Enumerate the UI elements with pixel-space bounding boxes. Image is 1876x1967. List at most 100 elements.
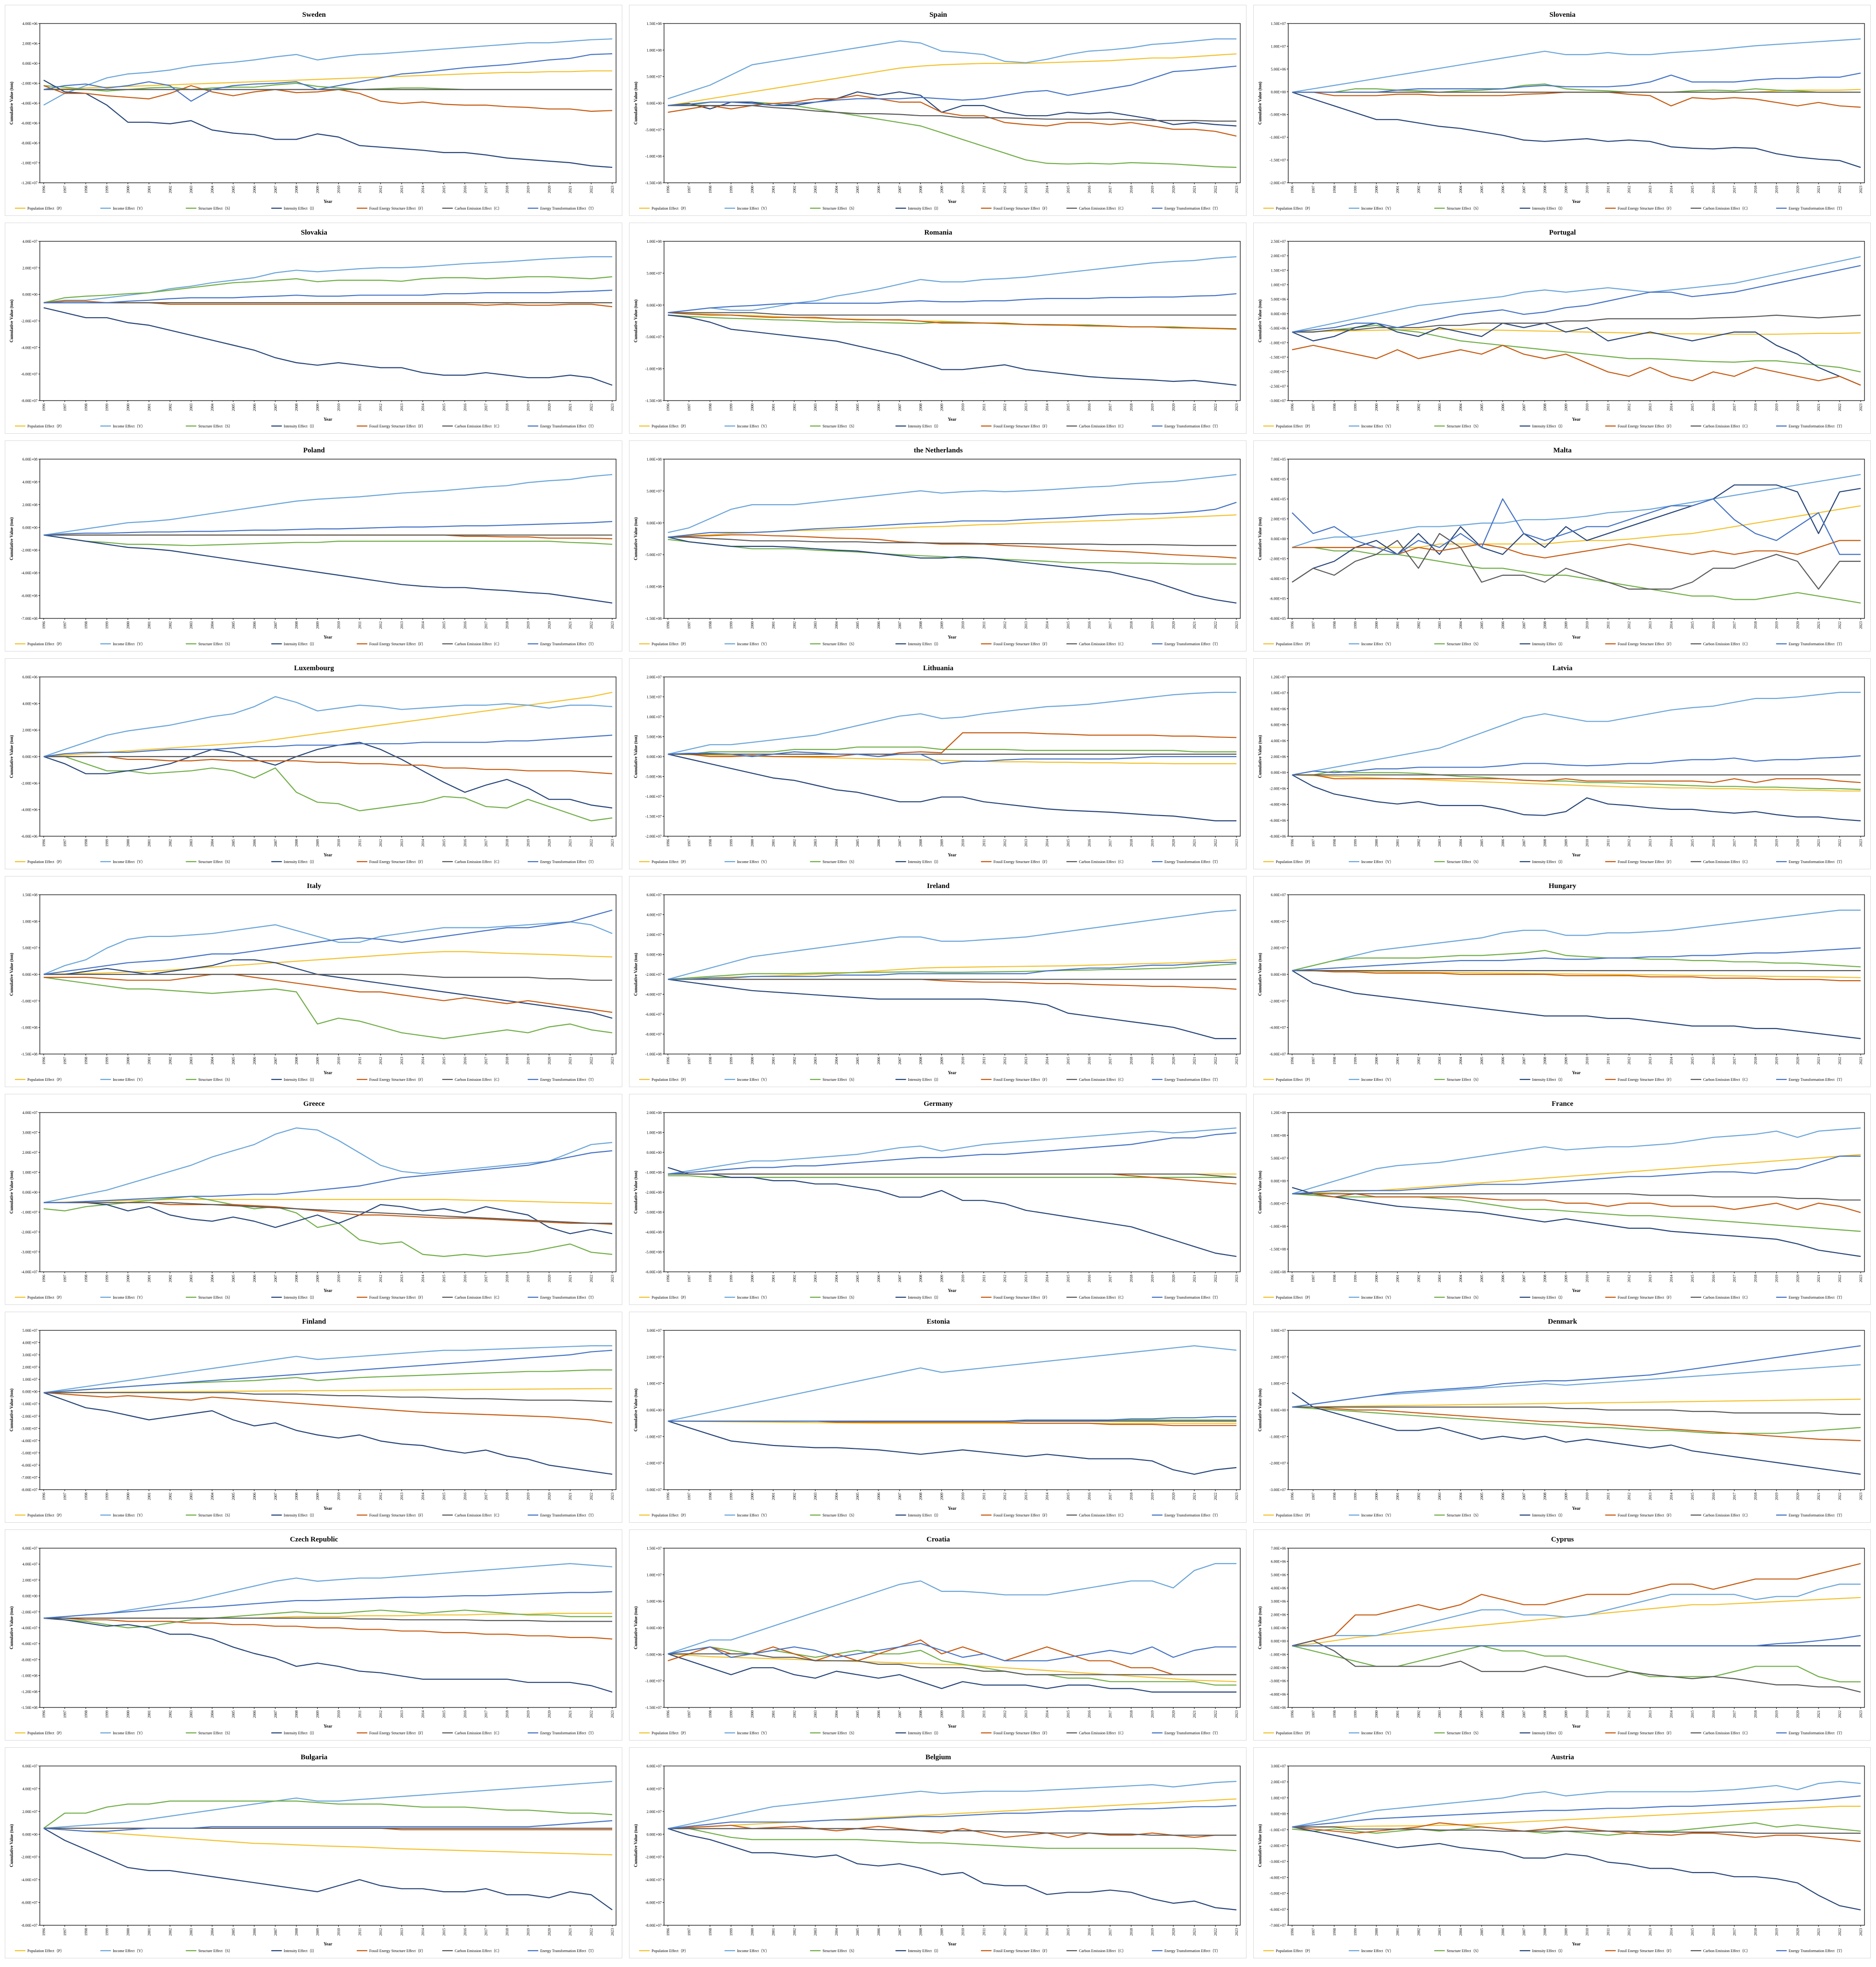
line-chart: Slovenia -2.00E+07 -1.50E+07 -1.00E+07 -5.00… [1258,11,1865,211]
x-tick-label: 2001 [147,1710,151,1718]
x-tick-label: 2019 [1150,839,1154,847]
x-tick-label: 2010 [961,1928,965,1936]
x-tick-label: 2004 [210,621,214,629]
x-axis-label: Year [324,417,332,422]
legend-label: Income Effect（Y） [113,642,145,646]
y-tick-label: 1.00E+07 [1271,1382,1286,1386]
series-line-y [1292,1583,1861,1647]
x-tick-label: 2021 [1192,403,1197,411]
x-tick-label: 2002 [168,186,172,193]
y-tick-label: -6.00E+07 [21,1901,37,1905]
y-axis-label: Cumulative Value (ton) [1258,735,1262,778]
series-line-y [1292,909,1861,972]
line-chart: Malta -8.00E+05 -6.00E+05 -4.00E+05 -2.00E+0… [1258,447,1865,646]
y-tick-label: -2.00E+07 [21,1610,37,1614]
y-tick-label: 0.00E+00 [23,755,37,759]
series-line-c [1292,1826,1861,1834]
x-tick-label: 2017 [484,403,488,411]
y-tick-label: 1.50E+07 [1271,268,1286,273]
x-tick-label: 2003 [189,1493,193,1500]
x-tick-label: 2010 [1585,839,1589,847]
x-tick-label: 2019 [1150,1928,1154,1936]
x-tick-label: 1999 [729,1057,734,1065]
legend-label: Structure Effect（S） [1447,1295,1481,1300]
x-tick-label: 2003 [813,839,818,847]
x-tick-label: 2003 [1437,1275,1442,1282]
y-tick-label: 1.50E+08 [647,22,662,26]
x-tick-label: 2014 [1045,1275,1049,1282]
series-line-t [667,1132,1237,1175]
x-tick-label: 2023 [1859,621,1863,629]
legend-label: Fossil Energy Structure Effect（F） [369,642,426,646]
x-tick-label: 1996 [42,1057,46,1065]
x-tick-label: 2004 [1459,1493,1463,1500]
legend-label: Intensity Effect（I） [284,1078,316,1082]
x-tick-label: 2022 [589,839,594,847]
x-tick-label: 2003 [813,186,818,193]
x-tick-label: 1999 [1354,621,1358,629]
x-tick-label: 2012 [1003,1057,1007,1065]
series-line-c [44,1617,612,1622]
y-tick-label: -6.00E+07 [21,372,37,377]
x-tick-label: 2016 [463,1493,467,1500]
x-tick-label: 2019 [1150,1057,1154,1065]
x-tick-label: 2009 [1564,1928,1568,1936]
legend-label: Energy Transformation Effect（T） [1164,642,1221,646]
y-tick-label: -2.00E+06 [21,781,37,785]
y-tick-label: 6.00E+07 [647,893,662,897]
x-tick-label: 2023 [1235,1275,1239,1282]
x-tick-label: 2013 [1024,1928,1028,1936]
legend-label: Intensity Effect（I） [908,1949,940,1953]
y-tick-label: -3.00E+07 [645,1488,662,1492]
x-tick-label: 2014 [1669,839,1674,847]
y-axis-label: Cumulative Value (ton) [1258,1824,1262,1867]
x-tick-label: 2001 [1395,1275,1400,1282]
legend-label: Energy Transformation Effect（T） [540,1078,596,1082]
x-tick-label: 2008 [1543,621,1547,629]
x-tick-label: 2003 [189,186,193,193]
x-tick-label: 2002 [1416,621,1421,629]
chart-title: Cyprus [1551,1536,1574,1543]
x-tick-label: 2013 [1024,621,1028,629]
x-tick-label: 1999 [1354,1493,1358,1500]
x-tick-label: 1996 [42,403,46,411]
series-line-s [43,1610,612,1629]
x-tick-label: 2001 [147,621,151,629]
x-tick-label: 2006 [1501,1057,1505,1065]
x-tick-label: 2014 [421,403,425,411]
x-tick-label: 2015 [1690,621,1695,629]
x-tick-label: 2019 [526,1710,530,1718]
x-tick-label: 2016 [1711,839,1716,847]
legend-label: Fossil Energy Structure Effect（F） [1618,860,1674,864]
y-tick-label: -8.00E+07 [21,1923,37,1928]
series-line-t [1292,1795,1861,1828]
x-tick-label: 2005 [231,1493,236,1500]
series-line-t [1292,755,1861,776]
y-tick-label: -1.50E+08 [21,1706,37,1710]
series-line-s [1292,1645,1861,1683]
chart-title: Slovakia [301,229,328,237]
legend-label: Energy Transformation Effect（T） [1789,1949,1845,1953]
x-tick-label: 2020 [547,1493,551,1500]
chart-panel-malta: Malta -8.00E+05 -6.00E+05 -4.00E+05 -2.00E+0… [1253,440,1871,652]
y-tick-label: -2.00E+07 [21,1855,37,1860]
legend-label: Income Effect（Y） [1361,642,1393,646]
x-tick-label: 2009 [316,1710,320,1718]
x-tick-label: 2007 [898,1493,902,1500]
series-line-c [668,1173,1237,1178]
x-tick-label: 2000 [750,1493,755,1500]
series-line-s [667,963,1237,980]
x-tick-label: 1996 [1290,1710,1294,1718]
x-tick-label: 2022 [1213,1493,1218,1500]
legend-label: Income Effect（Y） [737,642,769,646]
x-tick-label: 2012 [1627,403,1631,411]
x-tick-label: 2008 [919,1493,923,1500]
legend-label: Intensity Effect（I） [284,1731,316,1735]
x-tick-label: 2013 [1024,1493,1028,1500]
chart-panel-denmark: Denmark -3.00E+07 -2.00E+07 -1.00E+07 0.00E+… [1253,1312,1871,1523]
chart-panel-slovenia: Slovenia -2.00E+07 -1.50E+07 -1.00E+07 -5.00… [1253,5,1871,216]
legend-label: Carbon Emission Effect（C） [1703,1949,1750,1953]
y-tick-label: 6.00E+07 [23,1546,37,1551]
x-tick-label: 2021 [1817,621,1821,629]
x-tick-label: 2022 [1213,1710,1218,1718]
